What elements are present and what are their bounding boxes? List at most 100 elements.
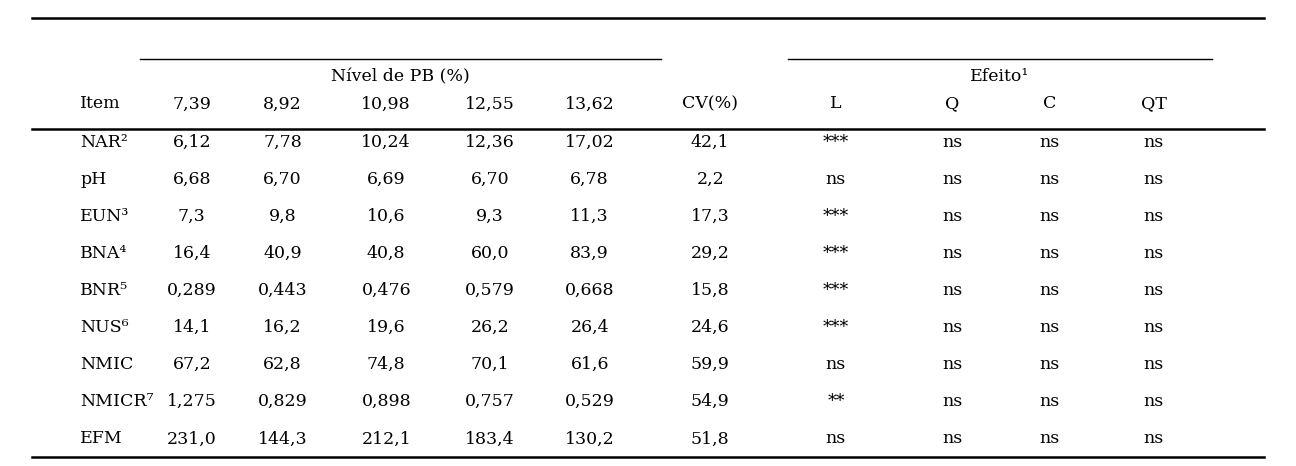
Text: 12,55: 12,55 — [465, 96, 515, 112]
Text: ns: ns — [1039, 393, 1060, 411]
Text: 16,4: 16,4 — [172, 245, 211, 262]
Text: ***: *** — [823, 282, 849, 299]
Text: 6,12: 6,12 — [172, 134, 211, 151]
Text: 0,829: 0,829 — [258, 393, 307, 411]
Text: 15,8: 15,8 — [691, 282, 730, 299]
Text: BNR⁵: BNR⁵ — [80, 282, 128, 299]
Text: ns: ns — [1143, 431, 1164, 447]
Text: ns: ns — [1143, 134, 1164, 151]
Text: 17,3: 17,3 — [691, 208, 730, 225]
Text: Nível de PB (%): Nível de PB (%) — [330, 69, 470, 85]
Text: Item: Item — [80, 96, 121, 112]
Text: 14,1: 14,1 — [172, 319, 211, 336]
Text: ns: ns — [1039, 356, 1060, 373]
Text: Efeito¹: Efeito¹ — [971, 69, 1029, 85]
Text: 10,6: 10,6 — [367, 208, 406, 225]
Text: 60,0: 60,0 — [470, 245, 509, 262]
Text: ns: ns — [1143, 171, 1164, 188]
Text: ns: ns — [1143, 282, 1164, 299]
Text: 6,70: 6,70 — [263, 171, 302, 188]
Text: 0,757: 0,757 — [465, 393, 515, 411]
Text: 0,668: 0,668 — [565, 282, 614, 299]
Text: 0,476: 0,476 — [362, 282, 411, 299]
Text: 8,92: 8,92 — [263, 96, 302, 112]
Text: ns: ns — [1143, 356, 1164, 373]
Text: ns: ns — [1039, 282, 1060, 299]
Text: 40,9: 40,9 — [263, 245, 302, 262]
Text: 0,579: 0,579 — [465, 282, 515, 299]
Text: Q: Q — [945, 96, 960, 112]
Text: ns: ns — [942, 356, 963, 373]
Text: ns: ns — [826, 431, 846, 447]
Text: 51,8: 51,8 — [691, 431, 730, 447]
Text: 6,78: 6,78 — [570, 171, 609, 188]
Text: C: C — [1043, 96, 1056, 112]
Text: 29,2: 29,2 — [691, 245, 730, 262]
Text: ***: *** — [823, 134, 849, 151]
Text: 40,8: 40,8 — [367, 245, 406, 262]
Text: ns: ns — [942, 208, 963, 225]
Text: 12,36: 12,36 — [465, 134, 515, 151]
Text: BNA⁴: BNA⁴ — [80, 245, 128, 262]
Text: ***: *** — [823, 319, 849, 336]
Text: 1,275: 1,275 — [167, 393, 216, 411]
Text: ns: ns — [942, 282, 963, 299]
Text: 7,78: 7,78 — [263, 134, 302, 151]
Text: 67,2: 67,2 — [172, 356, 211, 373]
Text: 54,9: 54,9 — [691, 393, 730, 411]
Text: ***: *** — [823, 245, 849, 262]
Text: 6,70: 6,70 — [470, 171, 509, 188]
Text: 24,6: 24,6 — [691, 319, 730, 336]
Text: pH: pH — [80, 171, 106, 188]
Text: ns: ns — [942, 134, 963, 151]
Text: ns: ns — [826, 356, 846, 373]
Text: 83,9: 83,9 — [570, 245, 609, 262]
Text: ns: ns — [942, 431, 963, 447]
Text: ns: ns — [1039, 208, 1060, 225]
Text: 144,3: 144,3 — [258, 431, 307, 447]
Text: ns: ns — [1039, 171, 1060, 188]
Text: CV(%): CV(%) — [682, 96, 739, 112]
Text: 10,24: 10,24 — [362, 134, 411, 151]
Text: ns: ns — [1039, 134, 1060, 151]
Text: ns: ns — [942, 245, 963, 262]
Text: 183,4: 183,4 — [465, 431, 515, 447]
Text: 2,2: 2,2 — [696, 171, 724, 188]
Text: 17,02: 17,02 — [565, 134, 614, 151]
Text: L: L — [831, 96, 841, 112]
Text: 74,8: 74,8 — [367, 356, 406, 373]
Text: EUN³: EUN³ — [80, 208, 130, 225]
Text: 0,529: 0,529 — [565, 393, 614, 411]
Text: 61,6: 61,6 — [570, 356, 609, 373]
Text: 70,1: 70,1 — [470, 356, 509, 373]
Text: 19,6: 19,6 — [367, 319, 406, 336]
Text: ns: ns — [1143, 208, 1164, 225]
Text: 212,1: 212,1 — [362, 431, 411, 447]
Text: 10,98: 10,98 — [362, 96, 411, 112]
Text: 7,3: 7,3 — [178, 208, 206, 225]
Text: 11,3: 11,3 — [570, 208, 609, 225]
Text: 6,68: 6,68 — [172, 171, 211, 188]
Text: 231,0: 231,0 — [167, 431, 216, 447]
Text: ns: ns — [1143, 245, 1164, 262]
Text: 9,8: 9,8 — [268, 208, 297, 225]
Text: ns: ns — [1039, 431, 1060, 447]
Text: 130,2: 130,2 — [565, 431, 614, 447]
Text: 7,39: 7,39 — [172, 96, 211, 112]
Text: 0,289: 0,289 — [167, 282, 216, 299]
Text: 16,2: 16,2 — [263, 319, 302, 336]
Text: **: ** — [827, 393, 845, 411]
Text: 59,9: 59,9 — [691, 356, 730, 373]
Text: ***: *** — [823, 208, 849, 225]
Text: NMIC: NMIC — [80, 356, 133, 373]
Text: EFM: EFM — [80, 431, 123, 447]
Text: 62,8: 62,8 — [263, 356, 302, 373]
Text: 6,69: 6,69 — [367, 171, 406, 188]
Text: ns: ns — [1143, 393, 1164, 411]
Text: ns: ns — [1143, 319, 1164, 336]
Text: ns: ns — [826, 171, 846, 188]
Text: ns: ns — [1039, 245, 1060, 262]
Text: ns: ns — [942, 171, 963, 188]
Text: NMICR⁷: NMICR⁷ — [80, 393, 154, 411]
Text: QT: QT — [1140, 96, 1166, 112]
